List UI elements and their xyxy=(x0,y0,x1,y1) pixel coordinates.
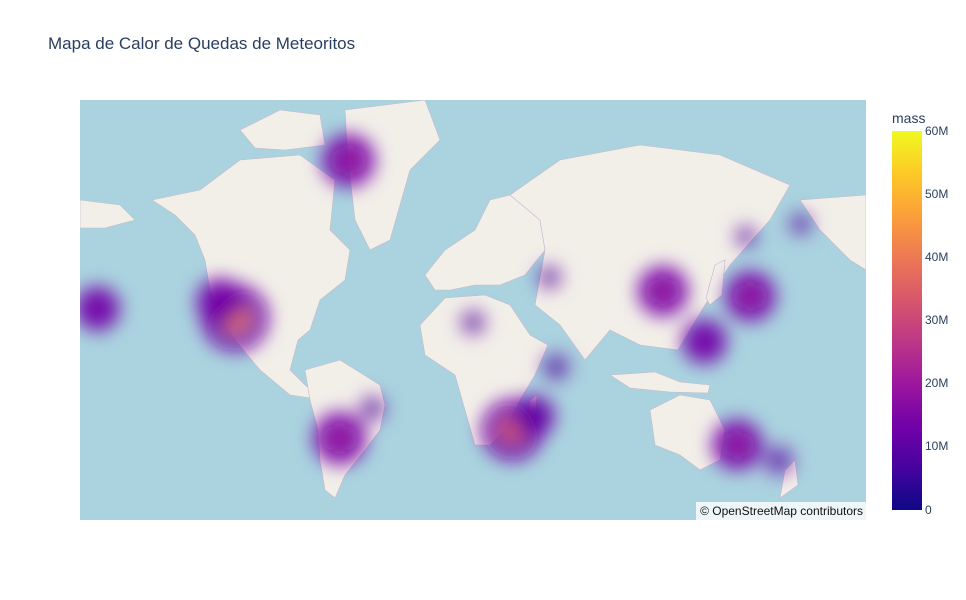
heat-spot-core xyxy=(542,270,556,284)
heat-layer xyxy=(80,133,814,479)
land-japan xyxy=(705,259,726,306)
colorbar-tick-label: 10M xyxy=(925,439,949,453)
land-north-america xyxy=(151,154,351,401)
colorbar-tick-label: 60M xyxy=(925,124,949,138)
heat-spot-core xyxy=(209,290,231,312)
land-indonesia xyxy=(609,371,711,394)
heat-spot-core xyxy=(466,315,480,330)
colorbar-tick-label: 50M xyxy=(925,187,949,201)
heat-spot-core xyxy=(725,433,749,457)
map-svg[interactable] xyxy=(80,100,866,520)
land-asia-west-wrap xyxy=(80,199,136,229)
heat-spot-core xyxy=(365,401,380,416)
heat-spot-core xyxy=(770,452,787,469)
heat-spot-core xyxy=(739,230,752,243)
land-asia xyxy=(509,144,791,361)
heat-spot-core xyxy=(87,298,108,319)
heat-spot-core xyxy=(738,284,762,308)
colorbar-title: mass xyxy=(892,110,926,126)
colorbar-tick-label: 40M xyxy=(925,250,949,264)
heat-spot-core xyxy=(336,148,361,173)
heat-spot-core xyxy=(794,217,807,231)
colorbar xyxy=(892,131,922,510)
land-americas-east-wrap xyxy=(799,194,866,271)
heat-spot-core xyxy=(548,359,564,375)
colorbar-tick-label: 20M xyxy=(925,376,949,390)
chart-title: Mapa de Calor de Quedas de Meteoritos xyxy=(48,34,356,53)
heat-spot-core xyxy=(694,331,715,352)
map-area[interactable]: © OpenStreetMap contributors xyxy=(80,100,866,520)
land-australia xyxy=(649,394,726,471)
heat-spot-core xyxy=(651,279,675,303)
heat-spot-core xyxy=(327,426,352,451)
heat-spot-core xyxy=(524,406,544,426)
map-attribution[interactable]: © OpenStreetMap contributors xyxy=(696,502,866,520)
colorbar-tick-label: 30M xyxy=(925,313,949,327)
colorbar-tick-label: 0 xyxy=(925,503,932,517)
land-arctic-islands xyxy=(239,109,326,151)
